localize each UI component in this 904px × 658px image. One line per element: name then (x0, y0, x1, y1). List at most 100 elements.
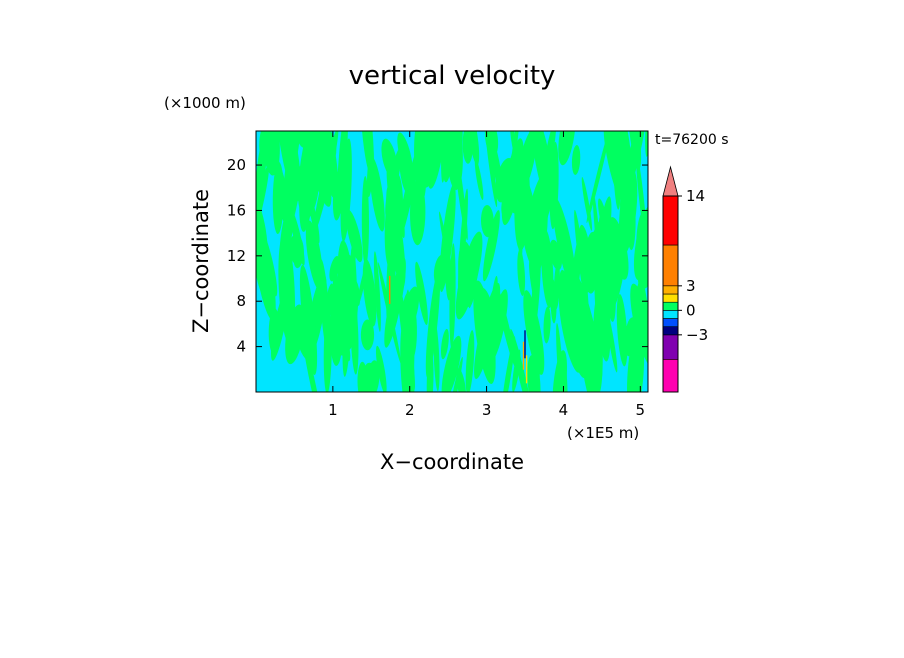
x-tick-label: 4 (559, 401, 569, 419)
field-streak (560, 282, 576, 364)
field-streak (604, 247, 621, 295)
field-streak (531, 131, 554, 206)
field-streak (455, 231, 483, 320)
field-streak (306, 314, 316, 340)
field-streak (282, 202, 296, 278)
field-streak (581, 177, 593, 231)
field-streak (449, 243, 456, 349)
field-streak (385, 147, 402, 217)
field-streak (299, 131, 317, 232)
field-streak (517, 249, 526, 296)
x-tick-label: 3 (482, 401, 492, 419)
x-tick-label: 5 (636, 401, 646, 419)
field-streak (456, 368, 466, 392)
x-unit-label: (×1E5 m) (567, 424, 639, 442)
hotspot-mark (522, 341, 525, 370)
x-axis-title: X−coordinate (380, 450, 524, 474)
field-streak (605, 307, 618, 373)
colorbar-level (662, 244, 679, 287)
field-streak (275, 154, 293, 223)
chart-title: vertical velocity (349, 61, 556, 91)
field-streak (346, 209, 363, 263)
colorbar-arrow (662, 165, 679, 197)
field-streak (453, 138, 468, 241)
field-streak (543, 306, 551, 344)
field-streak (584, 248, 599, 290)
field-streak (510, 328, 533, 392)
field-streak (425, 270, 441, 378)
field-streak (574, 209, 589, 314)
field-streak (556, 323, 565, 392)
colorbar-tick-label: −3 (686, 326, 708, 344)
hotspot-mark (524, 330, 526, 359)
field-streak (323, 306, 332, 392)
x-tick-label: 2 (405, 401, 415, 419)
field-streak (395, 143, 421, 249)
y-axis-title: Z−coordinate (189, 189, 213, 333)
field-streak (257, 224, 278, 297)
field-streak (462, 131, 474, 164)
field-streak (362, 258, 377, 327)
field-streak (256, 165, 269, 262)
field-streak (603, 131, 627, 203)
field-streak (433, 322, 440, 392)
field-streak (439, 183, 456, 293)
colorbar-level (662, 358, 679, 393)
field-streak (483, 131, 498, 208)
field-streak (553, 262, 560, 310)
hotspot-mark (525, 355, 528, 384)
field-streak (375, 345, 387, 392)
field-streak (630, 283, 648, 368)
field-streak (467, 131, 480, 166)
x-axis: 1 2 3 4 5 (328, 131, 645, 419)
field-streak (332, 169, 344, 221)
field-streak (645, 131, 648, 157)
field-streak (528, 356, 540, 390)
field-streak (586, 131, 611, 224)
field-streak (276, 131, 301, 202)
colorbar-level (662, 195, 679, 246)
field-streak (313, 131, 339, 234)
field-streak (489, 275, 498, 331)
field-streak (633, 204, 648, 281)
colorbar-tick-label: 0 (686, 301, 696, 319)
y-tick-label: 4 (236, 338, 246, 356)
colorbar-level (662, 293, 679, 303)
hotspots (389, 275, 528, 384)
field-streak (386, 185, 406, 288)
field-streak (552, 197, 576, 289)
field-streak (397, 285, 416, 391)
field-streak (480, 205, 494, 238)
field-streak (571, 145, 581, 175)
field-streak (441, 335, 462, 392)
field-streak (590, 231, 601, 257)
field-streak (608, 217, 629, 280)
field-streak (302, 336, 324, 392)
field-streak (361, 176, 370, 266)
colorbar-frame (662, 195, 679, 393)
field-streak (305, 220, 323, 291)
field-streak (415, 261, 428, 325)
colorbar-level (662, 285, 679, 295)
field-streak (558, 131, 576, 166)
colorbar-level (662, 326, 679, 336)
field-streak (414, 131, 427, 202)
field-streak (482, 210, 500, 282)
field-streak (398, 146, 410, 193)
field-streak (261, 131, 280, 176)
hotspot-mark (389, 275, 391, 304)
field-streak (289, 234, 304, 265)
field-streak (441, 131, 449, 183)
colorbar-tick-label: 14 (686, 187, 705, 205)
time-label: t=76200 s (655, 132, 729, 148)
plot-frame (255, 130, 649, 393)
field-streaks (256, 131, 648, 392)
field-streak (285, 304, 305, 365)
field-streak (440, 328, 449, 360)
field-streak (549, 239, 563, 271)
y-tick-label: 8 (236, 292, 246, 310)
field-streak (366, 146, 374, 198)
field-streak (559, 269, 587, 379)
y-tick-label: 12 (227, 247, 246, 265)
